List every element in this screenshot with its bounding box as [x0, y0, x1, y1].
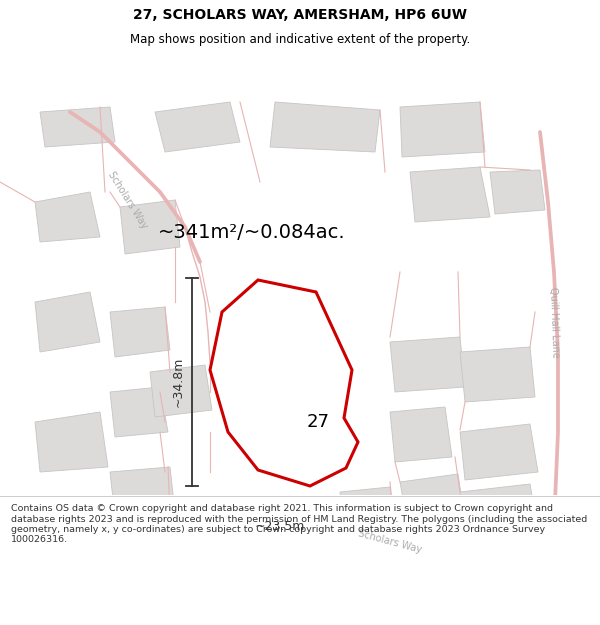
Polygon shape	[250, 497, 338, 550]
Polygon shape	[460, 424, 538, 480]
Polygon shape	[390, 407, 452, 462]
Text: Scholars Way: Scholars Way	[357, 529, 423, 555]
Polygon shape	[400, 474, 465, 527]
Polygon shape	[390, 337, 465, 392]
Polygon shape	[145, 500, 210, 552]
Polygon shape	[460, 484, 538, 537]
Polygon shape	[270, 102, 380, 152]
Polygon shape	[35, 517, 110, 567]
Text: Map shows position and indicative extent of the property.: Map shows position and indicative extent…	[130, 32, 470, 46]
Polygon shape	[110, 467, 175, 517]
Text: Quill Hall Lane: Quill Hall Lane	[548, 286, 560, 357]
Text: ~341m²/~0.084ac.: ~341m²/~0.084ac.	[158, 222, 346, 241]
Polygon shape	[490, 170, 545, 214]
Text: Contains OS data © Crown copyright and database right 2021. This information is : Contains OS data © Crown copyright and d…	[11, 504, 587, 544]
Polygon shape	[340, 487, 395, 537]
Polygon shape	[460, 347, 535, 402]
Text: 27, SCHOLARS WAY, AMERSHAM, HP6 6UW: 27, SCHOLARS WAY, AMERSHAM, HP6 6UW	[133, 8, 467, 21]
Polygon shape	[150, 365, 212, 417]
Text: Scholars Way: Scholars Way	[106, 169, 149, 231]
Polygon shape	[40, 107, 115, 147]
Polygon shape	[120, 200, 180, 254]
Polygon shape	[400, 102, 485, 157]
Polygon shape	[35, 192, 100, 242]
Polygon shape	[110, 387, 168, 437]
Polygon shape	[35, 292, 100, 352]
Polygon shape	[210, 280, 358, 486]
Text: ~23.5m: ~23.5m	[255, 520, 305, 533]
Polygon shape	[155, 102, 240, 152]
Polygon shape	[410, 167, 490, 222]
Text: ~34.8m: ~34.8m	[172, 357, 185, 408]
Polygon shape	[110, 307, 170, 357]
Text: 27: 27	[307, 413, 329, 431]
Polygon shape	[35, 412, 108, 472]
